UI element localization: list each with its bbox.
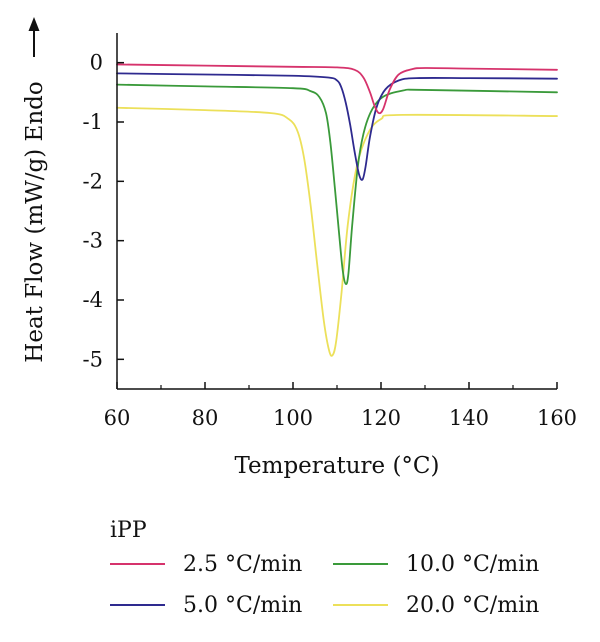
legend-label-3: 10.0 °C/min: [406, 552, 539, 577]
y-tick-label: -1: [83, 110, 103, 134]
legend-label-2: 5.0 °C/min: [183, 593, 302, 618]
series-line-4: [116, 106, 558, 357]
y-tick-label: -4: [83, 288, 103, 312]
y-tick-label: 0: [90, 51, 103, 75]
y-axis-title: Heat Flow (mW/g) Endo: [22, 81, 48, 362]
legend-label-4: 20.0 °C/min: [406, 593, 539, 618]
series-line-2: [116, 72, 558, 181]
y-ticks: 0 -1 -2 -3 -4 -5: [83, 51, 124, 371]
series-line-3: [116, 83, 558, 285]
plot-lines: [116, 63, 558, 357]
legend: iPP 2.5 °C/min 5.0 °C/min 10.0 °C/min 20.0 …: [110, 518, 539, 618]
x-tick-label: 140: [449, 406, 489, 430]
x-tick-label: 160: [537, 406, 577, 430]
x-tick-label: 60: [104, 406, 131, 430]
legend-label-1: 2.5 °C/min: [183, 552, 302, 577]
endo-arrow-icon: [28, 17, 40, 57]
legend-title: iPP: [110, 518, 147, 543]
series-line-1: [116, 63, 558, 115]
y-tick-label: -5: [83, 347, 103, 371]
x-tick-label: 80: [192, 406, 219, 430]
y-axis-title-group: Heat Flow (mW/g) Endo: [22, 81, 48, 362]
x-tick-label: 100: [273, 406, 313, 430]
x-tick-label: 120: [361, 406, 401, 430]
x-axis-title: Temperature (°C): [234, 453, 439, 479]
x-ticks: 60 80 100 120 140 160: [104, 382, 577, 430]
y-tick-label: -3: [83, 229, 103, 253]
legend-items: 2.5 °C/min 5.0 °C/min 10.0 °C/min 20.0 °C/m…: [110, 552, 539, 618]
y-tick-label: -2: [83, 169, 103, 193]
